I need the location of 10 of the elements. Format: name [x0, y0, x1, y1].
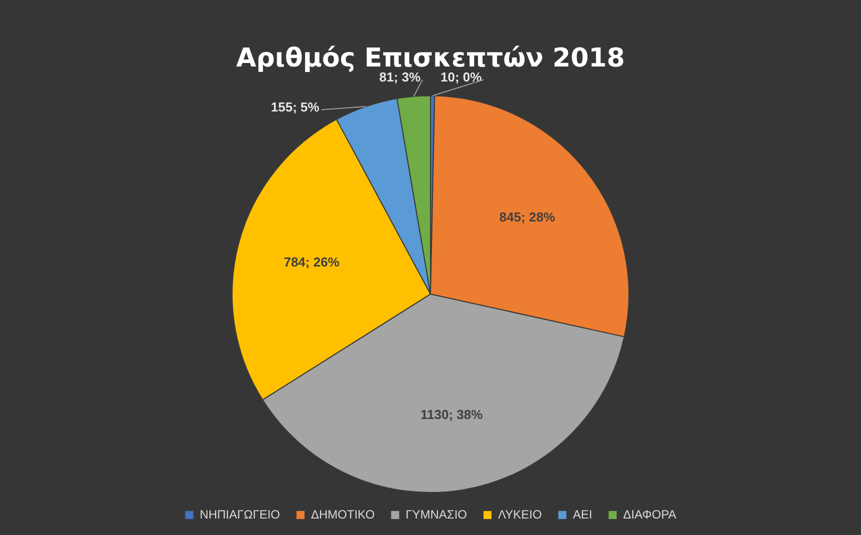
- legend-label: ΔΙΑΦΟΡΑ: [623, 507, 676, 522]
- legend-label: ΓΥΜΝΑΣΙΟ: [406, 507, 468, 522]
- legend-label: ΑΕΙ: [572, 507, 592, 522]
- legend-label: ΔΗΜΟΤΙΚΟ: [311, 507, 375, 522]
- data-label: 784; 26%: [284, 254, 340, 270]
- data-label: 155; 5%: [270, 99, 320, 114]
- data-label: 845; 28%: [499, 210, 556, 225]
- data-label: 1130; 38%: [420, 406, 484, 422]
- legend-label: ΛΥΚΕΙΟ: [498, 507, 542, 522]
- legend-label: ΝΗΠΙΑΓΩΓΕΙΟ: [200, 507, 280, 522]
